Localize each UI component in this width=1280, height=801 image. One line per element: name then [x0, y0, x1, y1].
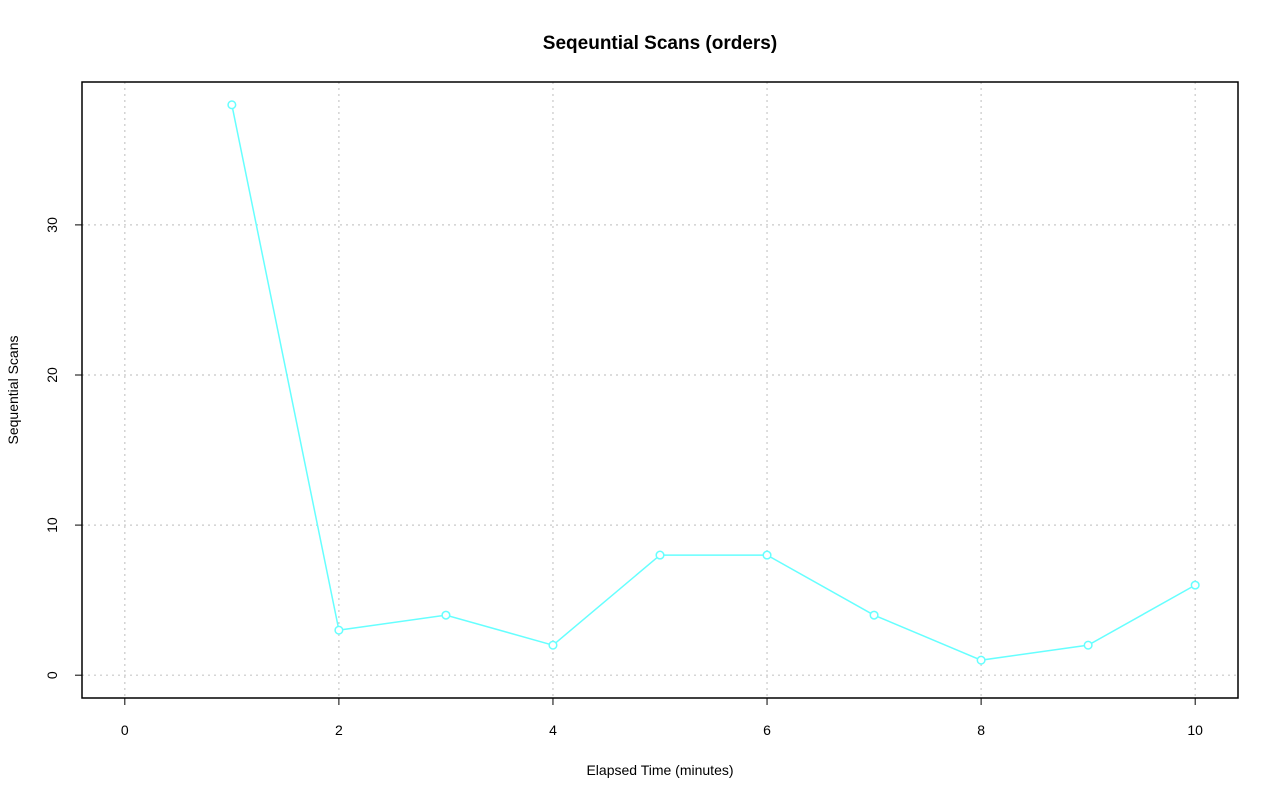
x-tick-label: 4 — [549, 722, 557, 738]
plot-frame — [81, 81, 1239, 699]
x-tick-label: 0 — [121, 722, 129, 738]
data-point — [762, 550, 772, 560]
data-point — [869, 610, 879, 620]
data-point — [227, 100, 237, 110]
data-point — [655, 550, 665, 560]
x-tick-label: 2 — [335, 722, 343, 738]
data-point — [1083, 640, 1093, 650]
x-tick-label: 6 — [763, 722, 771, 738]
y-tick-label: 10 — [44, 517, 60, 533]
data-point — [976, 655, 986, 665]
y-tick-label: 0 — [44, 671, 60, 679]
data-point — [441, 610, 451, 620]
y-tick-label: 30 — [44, 217, 60, 233]
x-tick-label: 8 — [977, 722, 985, 738]
y-tick-label: 20 — [44, 367, 60, 383]
y-axis-label: Sequential Scans — [5, 336, 21, 445]
chart-title: Seqeuntial Scans (orders) — [543, 33, 777, 54]
data-line — [231, 104, 1196, 661]
data-point — [334, 625, 344, 635]
data-point — [548, 640, 558, 650]
x-tick-label: 10 — [1187, 722, 1203, 738]
data-point — [1190, 580, 1200, 590]
x-axis-label: Elapsed Time (minutes) — [586, 762, 733, 778]
